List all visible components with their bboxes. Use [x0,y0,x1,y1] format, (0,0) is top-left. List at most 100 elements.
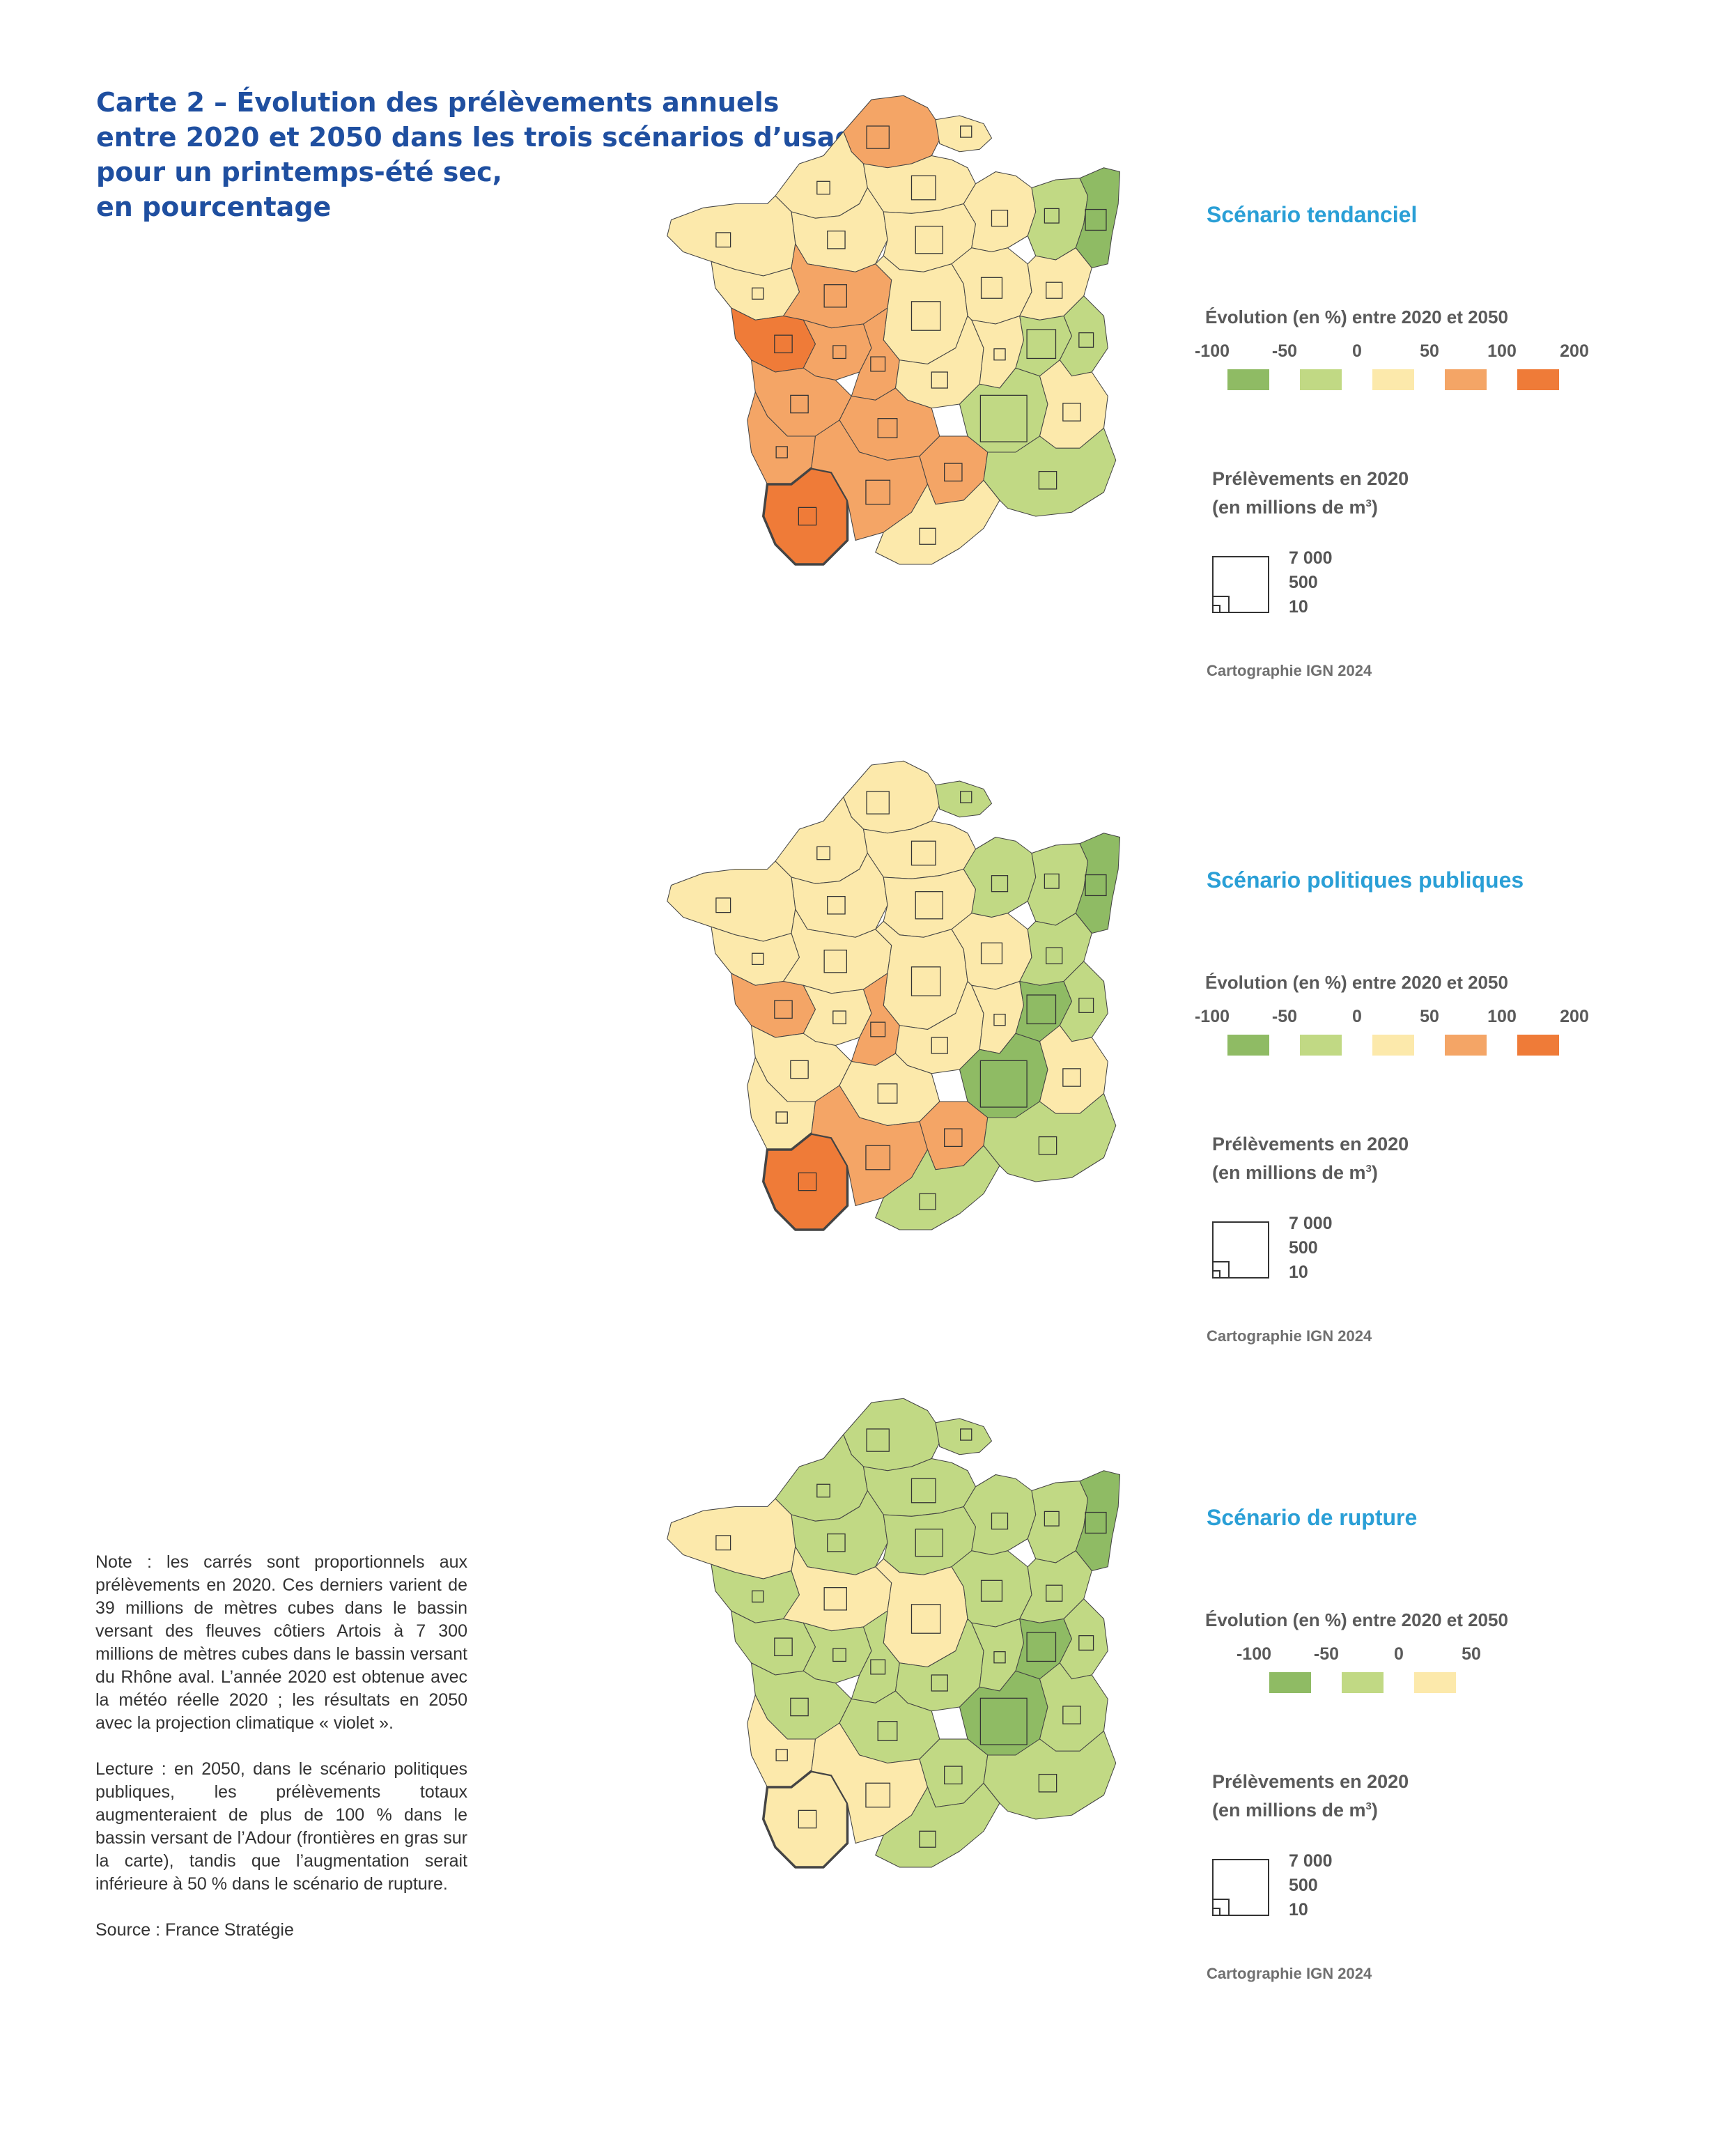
map-rupture [460,1393,1129,2062]
withdrawals-unit-prefix: (en millions de m [1212,1162,1366,1183]
withdrawal-square-vendee [774,334,793,354]
title-line-4: en pourcentage [96,192,332,222]
legend-swatch-dark-green [1269,1672,1311,1693]
tick-label: -50 [1313,1644,1340,1664]
withdrawal-square-poitou [832,345,846,360]
basin-provence [983,1092,1117,1182]
reading-text: Lecture : en 2050, dans le scénario poli… [95,1759,467,1894]
basins-group [667,760,1121,1231]
withdrawal-square-alpes [1062,1068,1081,1087]
withdrawal-square-maine [823,950,847,973]
withdrawals-legend-title: Prélèvements en 2020 (en millions de m3) [1212,467,1409,520]
withdrawal-square-bourgogne [980,1579,1003,1602]
title-line-1: Carte 2 – Évolution des prélèvements ann… [96,87,780,118]
withdrawal-square-charente [790,394,809,414]
square-7000 [1212,556,1269,613]
withdrawal-square-adour [798,1172,817,1191]
basin-bretagne [667,195,796,277]
scenario-title: Scénario tendanciel [1207,202,1418,227]
withdrawal-square-picardie [910,840,936,866]
basin-provence [983,427,1117,517]
legend-swatch-dark-orange [1517,369,1559,390]
withdrawal-square-doubs [1046,1584,1063,1602]
tick-label: 0 [1352,1007,1362,1026]
withdrawal-square-tarn [944,463,963,482]
withdrawal-square-loireH [993,1014,1006,1026]
legend-swatch-dark-green [1227,369,1269,390]
basin-poitou [803,984,872,1046]
square-7000 [1212,1221,1269,1279]
withdrawal-square-saone [1026,994,1057,1025]
legend-swatch-pale-yellow [1372,1035,1414,1056]
tick-label: 100 [1487,341,1517,361]
tick-label: 50 [1462,1644,1481,1664]
withdrawal-square-bretagneS [752,287,764,300]
title-line-3: pour un printemps-été sec, [96,157,503,187]
withdrawal-square-alsace [1085,874,1107,897]
square-label-7000: 7 000 [1289,548,1333,568]
square-7000 [1212,1859,1269,1916]
square-label-10: 10 [1289,1900,1308,1920]
withdrawal-square-centre [910,966,941,996]
withdrawal-square-champagne [991,875,1009,893]
withdrawal-square-dordogne [877,1721,898,1741]
legend-swatch-light-green [1300,369,1342,390]
basin-poitou [803,1622,872,1684]
withdrawals-title: Prélèvements en 2020 [1212,1771,1409,1792]
withdrawals-unit-sup: 3 [1365,1163,1372,1175]
withdrawal-square-northCoast [866,791,890,814]
withdrawal-square-tarn [944,1766,963,1785]
square-label-500: 500 [1289,1876,1318,1895]
withdrawal-square-poitou [832,1010,846,1025]
notes-block: Note : les carrés sont proportionnels au… [95,1551,467,1965]
legend-swatch-dark-green [1227,1035,1269,1056]
basin-bretagne [667,860,796,942]
withdrawal-square-alpesN [1078,998,1094,1013]
map-tendanciel [460,91,1129,759]
withdrawal-square-alpesN [1078,1635,1094,1651]
withdrawals-unit-suffix: ) [1371,1800,1378,1821]
square-500 [1212,1899,1230,1916]
basin-adour [762,1132,849,1231]
withdrawals-title: Prélèvements en 2020 [1212,1134,1409,1154]
legend-swatch-pale-yellow [1372,369,1414,390]
legend-swatch-pale-yellow [1414,1672,1456,1693]
square-10 [1212,1908,1220,1916]
withdrawal-square-normandie [827,895,846,915]
withdrawal-square-bretagneS [752,1590,764,1602]
withdrawal-square-alpes [1062,403,1081,422]
scenario-title: Scénario politiques publiques [1207,867,1524,893]
withdrawal-square-charente [790,1060,809,1079]
withdrawal-square-garonne [865,1782,891,1808]
square-500 [1212,596,1230,613]
withdrawals-unit-prefix: (en millions de m [1212,497,1366,518]
withdrawal-square-artois [960,791,972,803]
withdrawal-square-alpes [1062,1706,1081,1724]
withdrawal-square-bourgogne [980,942,1003,964]
basin-poitou [803,319,872,381]
tick-label: -100 [1236,1644,1272,1664]
withdrawal-square-lorraine [1044,208,1060,224]
basin-provence [983,1730,1117,1820]
evolution-legend-title: Évolution (en %) entre 2020 et 2050 [1205,972,1508,993]
withdrawal-square-bretagneS [752,952,764,965]
withdrawal-square-artois [960,125,972,138]
map-credit: Cartographie IGN 2024 [1207,1327,1372,1345]
basin-artois [935,115,993,153]
evolution-legend-title: Évolution (en %) entre 2020 et 2050 [1205,1609,1508,1630]
withdrawal-square-provence [1038,1773,1057,1793]
withdrawal-square-rhone [979,394,1028,442]
square-10 [1212,1270,1220,1279]
withdrawal-square-champagne [991,210,1009,227]
withdrawal-square-bourgogne [980,277,1003,299]
withdrawal-square-north [816,1483,830,1498]
tick-label: 200 [1560,341,1589,361]
withdrawal-square-north [816,846,830,860]
scenario-title: Scénario de rupture [1207,1505,1418,1530]
tick-label: -100 [1194,341,1230,361]
withdrawal-square-maine [823,1587,847,1611]
withdrawal-square-vienne [870,1659,886,1675]
tick-label: 200 [1560,1007,1589,1026]
tick-label: -50 [1271,341,1298,361]
withdrawal-square-adour [798,507,817,526]
